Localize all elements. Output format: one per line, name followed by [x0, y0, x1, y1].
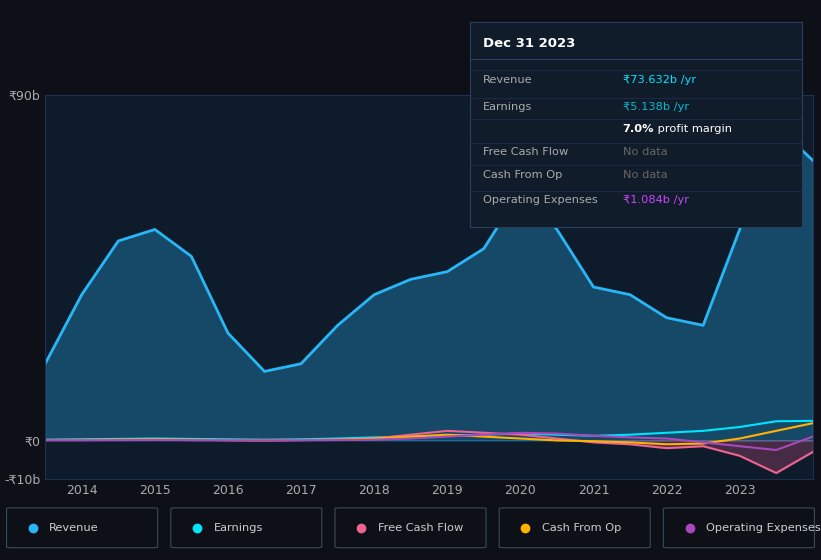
- Text: Revenue: Revenue: [483, 74, 533, 85]
- Text: Earnings: Earnings: [213, 523, 263, 533]
- Text: ₹1.084b /yr: ₹1.084b /yr: [622, 195, 689, 205]
- Text: Free Cash Flow: Free Cash Flow: [378, 523, 463, 533]
- Text: profit margin: profit margin: [654, 124, 732, 134]
- Text: Operating Expenses: Operating Expenses: [706, 523, 821, 533]
- Text: Earnings: Earnings: [483, 102, 532, 112]
- Text: ₹73.632b /yr: ₹73.632b /yr: [622, 74, 695, 85]
- Text: ₹5.138b /yr: ₹5.138b /yr: [622, 102, 689, 112]
- Text: Cash From Op: Cash From Op: [542, 523, 621, 533]
- Text: 7.0%: 7.0%: [622, 124, 654, 134]
- Text: No data: No data: [622, 147, 667, 157]
- Text: Operating Expenses: Operating Expenses: [483, 195, 598, 205]
- Text: Dec 31 2023: Dec 31 2023: [483, 37, 576, 50]
- Text: No data: No data: [622, 170, 667, 180]
- Text: Free Cash Flow: Free Cash Flow: [483, 147, 568, 157]
- Text: Cash From Op: Cash From Op: [483, 170, 562, 180]
- Text: Revenue: Revenue: [49, 523, 99, 533]
